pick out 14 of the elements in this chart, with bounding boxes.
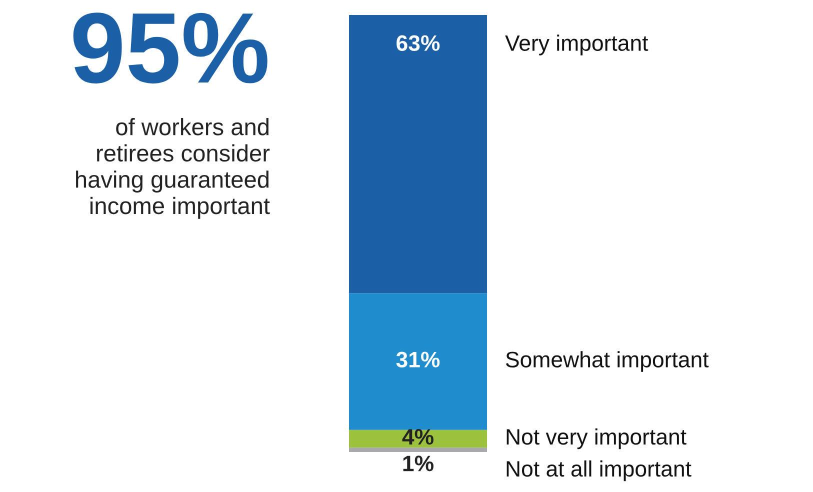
data-label: 31% — [396, 352, 440, 368]
bar — [349, 430, 487, 448]
chart-title: 95% — [73, 12, 268, 84]
data-label: 1% — [403, 456, 434, 472]
data-label: 4% — [402, 429, 434, 445]
series-label: Not at all important — [506, 460, 692, 482]
bar — [349, 448, 487, 452]
bar — [349, 15, 487, 294]
data-label: 63% — [396, 35, 440, 51]
series-label: Very important — [505, 34, 648, 56]
series-label: Somewhat important — [506, 351, 709, 372]
text: of workers and retirees consider having guaranteed income important — [76, 118, 270, 219]
series-label: Not very important — [506, 428, 686, 450]
bar — [349, 293, 487, 430]
